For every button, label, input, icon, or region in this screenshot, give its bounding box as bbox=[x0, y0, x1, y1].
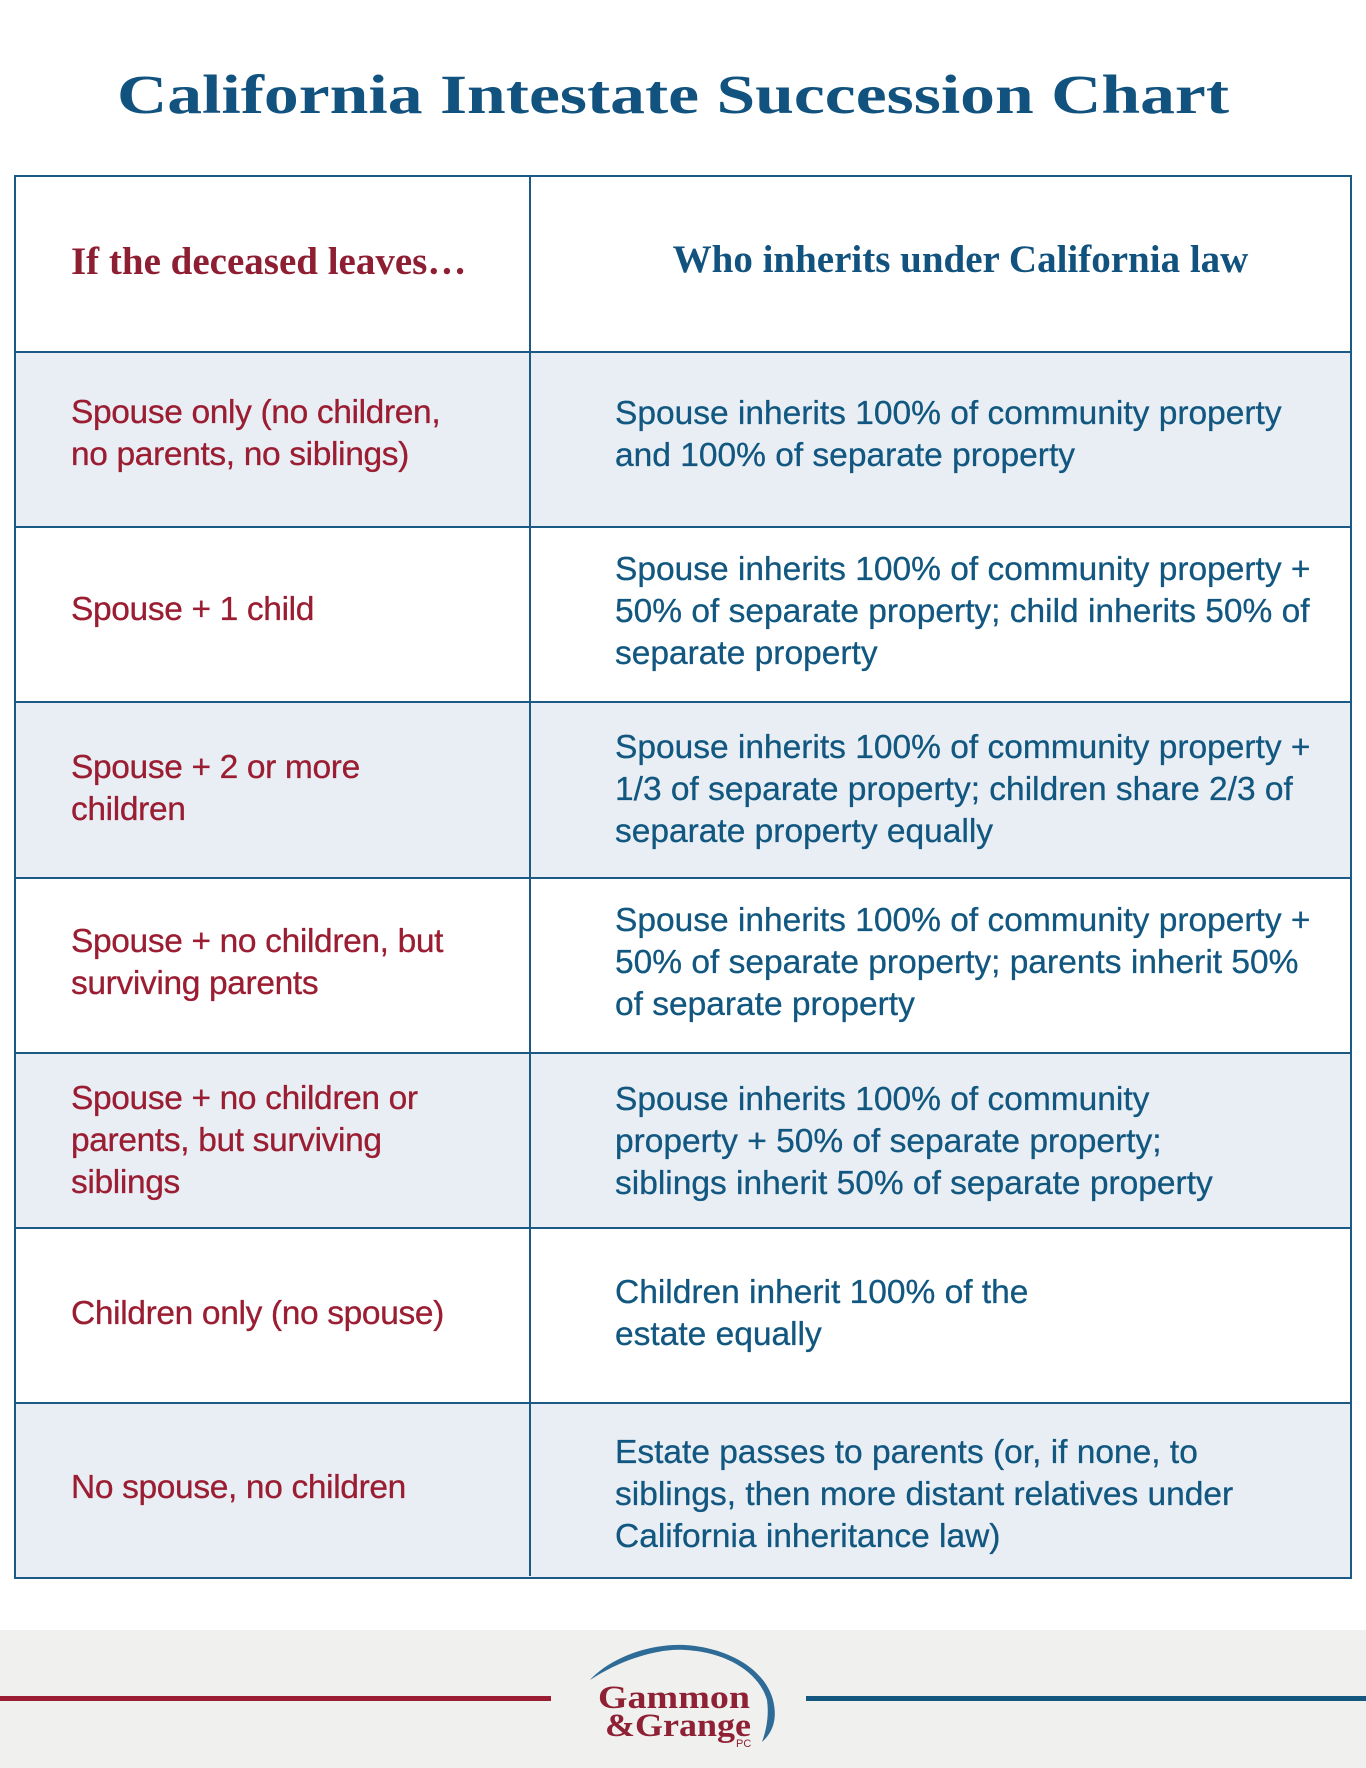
svg-text:&Grange: &Grange bbox=[605, 1708, 751, 1744]
svg-text:PC: PC bbox=[736, 1738, 751, 1750]
svg-text:Gammon: Gammon bbox=[598, 1680, 750, 1716]
